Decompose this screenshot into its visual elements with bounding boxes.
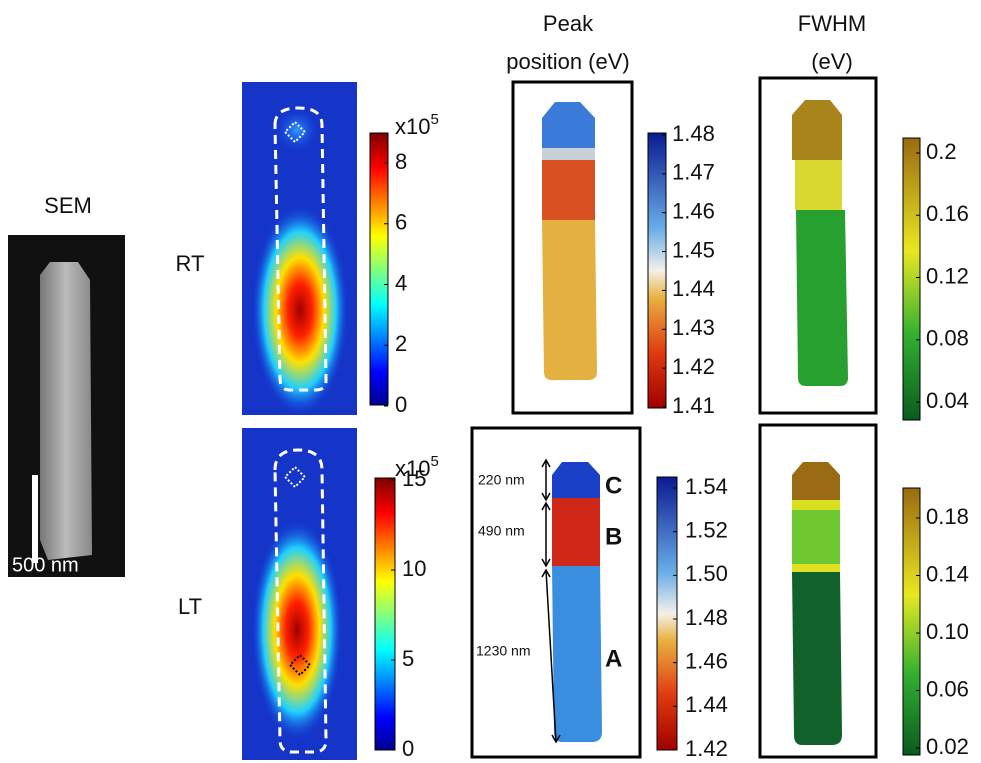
segment-arrows: [541, 458, 561, 744]
colorbar-tick-label: 4: [395, 270, 407, 295]
colorbar-tick-label: 1.42: [685, 736, 728, 761]
scale-bar-label: 500 nm: [12, 554, 79, 576]
colorbar-tick-label: 0.18: [926, 504, 969, 529]
colorbar: [902, 137, 921, 421]
rt-intensity-map: [242, 82, 357, 415]
colorbar: [902, 487, 921, 756]
segment-label: B: [605, 523, 622, 550]
colorbar-tick-label: 1.46: [685, 648, 728, 673]
row-label: RT: [176, 251, 205, 276]
colorbar-tick-label: 0.02: [926, 734, 969, 759]
colorbar-tick-label: 0.06: [926, 676, 969, 701]
colorbar-tick-label: 15: [402, 466, 426, 491]
colorbar: [369, 132, 389, 406]
colorbar-tick-label: 0.12: [926, 263, 969, 288]
colorbar: [374, 477, 396, 751]
scale-bar: [32, 475, 38, 563]
lt-intensity-map: [242, 428, 357, 760]
colorbar-tick-label: 5: [402, 646, 414, 671]
rt-fwhm-map: [792, 100, 848, 386]
colorbar-tick-label: 0.14: [926, 561, 969, 586]
lt-peak-map: [552, 462, 602, 742]
colorbar-tick-label: 10: [402, 556, 426, 581]
colorbar-tick-label: 1.43: [672, 315, 715, 340]
colorbar: [647, 132, 667, 409]
colorbar-tick-label: 0.16: [926, 201, 969, 226]
segment-length: 490 nm: [478, 523, 525, 539]
colorbar-tick-label: 1.44: [672, 276, 715, 301]
colorbar-tick-label: 1.42: [672, 354, 715, 379]
colorbar-tick-label: 1.54: [685, 474, 728, 499]
column-title: Peak: [543, 11, 594, 36]
colorbar-tick-label: 1.48: [672, 121, 715, 146]
colorbar: [656, 476, 678, 751]
colorbar-tick-label: 8: [395, 149, 407, 174]
colorbar-tick-label: 1.47: [672, 160, 715, 185]
colorbar-tick-label: 1.45: [672, 237, 715, 262]
colorbar-tick-label: 2: [395, 331, 407, 356]
segment-label: C: [605, 472, 622, 499]
colorbar-tick-label: 1.46: [672, 199, 715, 224]
colorbar-tick-label: 0.2: [926, 139, 957, 164]
lt-fwhm-map: [792, 462, 842, 745]
colorbar-tick-label: 1.41: [672, 393, 715, 418]
colorbar-tick-label: 1.48: [685, 605, 728, 630]
colorbar-tick-label: 6: [395, 210, 407, 235]
sem-label: SEM: [44, 193, 92, 218]
colorbar-multiplier: x105: [395, 111, 439, 139]
colorbar-tick-label: 0.08: [926, 326, 969, 351]
colorbar-tick-label: 0.10: [926, 619, 969, 644]
colorbar-multiplier: x105: [395, 453, 439, 481]
colorbar-tick-label: 0: [395, 392, 407, 417]
colorbar-tick-label: 0.04: [926, 388, 969, 413]
segment-length: 220 nm: [478, 472, 525, 488]
colorbar-tick-label: 1.50: [685, 561, 728, 586]
column-title: position (eV): [506, 49, 630, 74]
colorbar-tick-label: 0: [402, 736, 414, 761]
nanowire: [40, 262, 92, 560]
colorbar-tick-label: 1.52: [685, 517, 728, 542]
column-title: (eV): [811, 49, 853, 74]
row-label: LT: [178, 594, 202, 619]
segment-label: A: [605, 645, 622, 672]
column-title: FWHM: [798, 11, 866, 36]
segment-length: 1230 nm: [476, 643, 530, 659]
colorbar-tick-label: 1.44: [685, 692, 728, 717]
rt-peak-map: [542, 102, 597, 380]
